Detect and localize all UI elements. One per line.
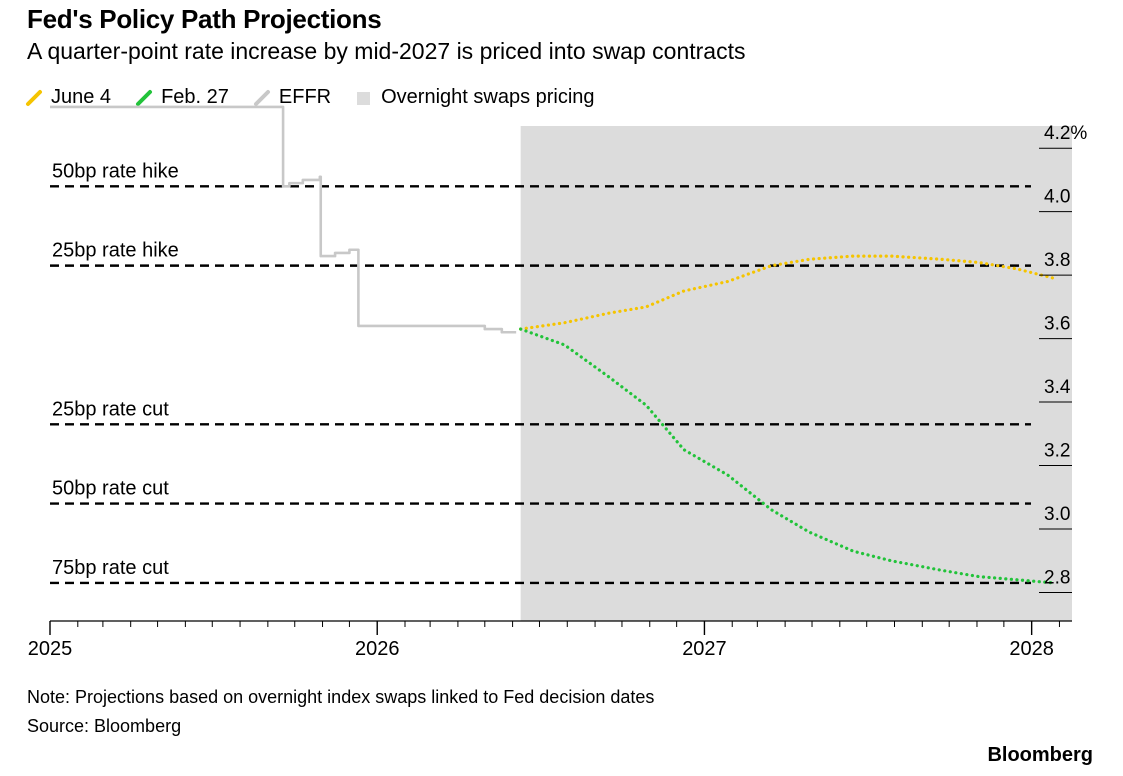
y-tick-label: 3.0 <box>1044 504 1070 525</box>
legend-swatch-effr <box>253 89 270 106</box>
reference-line-label: 50bp rate cut <box>52 478 169 500</box>
y-tick-label: 3.2 <box>1044 441 1070 462</box>
chart-subtitle: A quarter-point rate increase by mid-202… <box>27 38 746 64</box>
series-line-feb-27 <box>519 327 1056 585</box>
reference-line-label: 25bp rate hike <box>52 240 179 262</box>
chart-title: Fed's Policy Path Projections <box>27 4 382 34</box>
legend-label-june-4: June 4 <box>51 86 112 108</box>
y-axis: 4.2% 4.0 3.8 3.6 3.4 3.2 3.0 2.8 <box>1039 123 1087 593</box>
reference-line-label: 75bp rate cut <box>52 557 169 579</box>
x-axis: 2025 2026 2027 2028 <box>28 620 1072 660</box>
y-tick-label: 4.2% <box>1044 123 1087 144</box>
legend-swatch-swaps-pricing <box>357 91 371 105</box>
reference-line-label: 50bp rate hike <box>52 160 179 182</box>
reference-lines-group: 50bp rate hike 25bp rate hike 25bp rate cu… <box>50 160 1031 585</box>
x-tick-label: 2028 <box>1009 638 1054 660</box>
x-tick-label: 2026 <box>355 638 400 660</box>
shaded-region-group <box>520 126 1072 621</box>
y-tick-label: 4.0 <box>1044 187 1070 208</box>
legend-item-feb-27: Feb. 27 <box>135 86 229 109</box>
legend-label-feb-27: Feb. 27 <box>161 86 229 108</box>
series-line-effr <box>50 105 517 334</box>
x-tick-label: 2025 <box>28 638 73 660</box>
chart-note: Note: Projections based on overnight ind… <box>27 687 655 707</box>
legend-swatch-june-4 <box>26 89 42 106</box>
chart-source: Source: Bloomberg <box>27 716 182 736</box>
series-line-june-4 <box>519 254 1056 331</box>
y-tick-label: 3.8 <box>1044 250 1070 271</box>
legend-item-effr: EFFR <box>253 86 331 109</box>
legend-item-swaps-pricing: Overnight swaps pricing <box>355 86 595 109</box>
y-tick-label: 3.6 <box>1044 314 1070 335</box>
legend: June 4 Feb. 27 EFFR Overnight swaps pric… <box>25 86 619 109</box>
legend-item-june-4: June 4 <box>25 86 111 109</box>
y-tick-label: 3.4 <box>1044 377 1071 398</box>
legend-swatch-feb-27 <box>136 89 153 106</box>
x-tick-label: 2027 <box>682 638 727 660</box>
legend-label-effr: EFFR <box>278 86 332 108</box>
shaded-region-swaps-pricing <box>520 126 1072 621</box>
chart-canvas: 50bp rate hike 25bp rate hike 25bp rate cu… <box>28 105 1087 660</box>
series-group <box>50 105 1056 585</box>
reference-line-label: 25bp rate cut <box>52 398 169 420</box>
bloomberg-logo: Bloomberg <box>987 744 1093 766</box>
y-tick-label: 2.8 <box>1044 567 1070 588</box>
legend-label-swaps-pricing: Overnight swaps pricing <box>381 86 595 108</box>
